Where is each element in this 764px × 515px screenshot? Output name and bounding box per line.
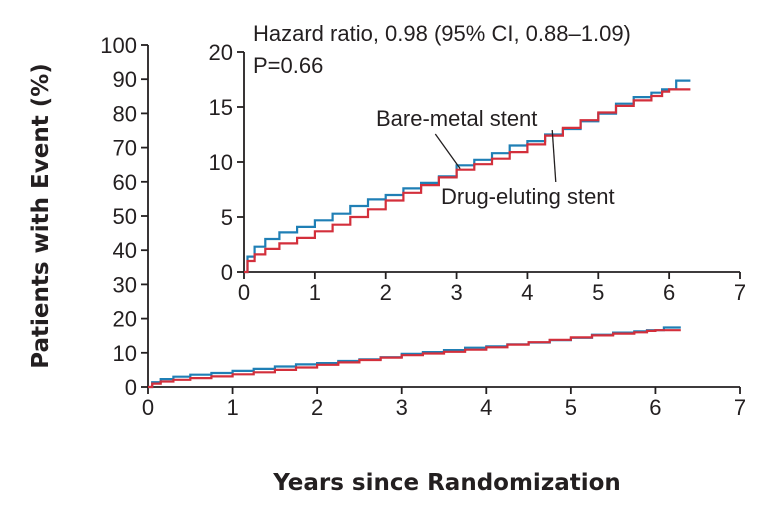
x-tick-label: 1 <box>226 395 238 420</box>
drug-eluting-stent-label: Drug-eluting stent <box>441 184 615 209</box>
series-line-drug-eluting <box>148 329 681 389</box>
bare-metal-leader-line <box>434 133 461 169</box>
y-tick-label: 80 <box>113 101 137 126</box>
p-value-text: P=0.66 <box>253 53 323 78</box>
x-tick-label: 5 <box>565 395 577 420</box>
y-tick-label: 70 <box>113 136 137 161</box>
x-tick-label: 0 <box>142 395 154 420</box>
x-tick-label: 6 <box>663 280 675 305</box>
hazard-ratio-text: Hazard ratio, 0.98 (95% CI, 0.88–1.09) <box>253 21 631 46</box>
x-tick-label: 2 <box>380 280 392 305</box>
y-tick-label: 15 <box>209 95 233 120</box>
x-tick-label: 2 <box>311 395 323 420</box>
y-tick-label: 40 <box>113 238 137 263</box>
y-tick-label: 20 <box>113 307 137 332</box>
series-line-bare-metal <box>244 79 691 274</box>
y-tick-label: 20 <box>209 40 233 65</box>
x-tick-label: 3 <box>396 395 408 420</box>
y-tick-label: 10 <box>113 341 137 366</box>
x-tick-label: 6 <box>649 395 661 420</box>
y-tick-label: 50 <box>113 204 137 229</box>
y-tick-label: 60 <box>113 170 137 195</box>
series-line-drug-eluting <box>244 88 691 274</box>
x-tick-label: 0 <box>238 280 250 305</box>
y-tick-label: 0 <box>221 260 233 285</box>
x-tick-label: 7 <box>734 395 746 420</box>
inset-plot: 0 1 2 3 4 5 6 7 0 5 10 15 20 Hazard ratio, 0.98 (95% … <box>209 21 753 310</box>
inset-background <box>218 40 753 310</box>
y-tick-label: 5 <box>221 205 233 230</box>
y-tick-label: 100 <box>100 33 137 58</box>
y-tick-label: 90 <box>113 67 137 92</box>
y-axis-title: Patients with Event (%) <box>28 63 54 369</box>
y-tick-label: 30 <box>113 272 137 297</box>
x-tick-label: 4 <box>521 280 533 305</box>
x-tick-label: 7 <box>734 280 746 305</box>
x-tick-label: 3 <box>450 280 462 305</box>
x-tick-label: 5 <box>592 280 604 305</box>
x-axis-title: Years since Randomization <box>272 470 621 496</box>
x-tick-label: 4 <box>480 395 492 420</box>
y-tick-label: 10 <box>209 150 233 175</box>
y-tick-label: 0 <box>125 375 137 400</box>
x-tick-label: 1 <box>309 280 321 305</box>
drug-eluting-leader-line <box>551 130 557 183</box>
bare-metal-stent-label: Bare-metal stent <box>376 106 537 131</box>
